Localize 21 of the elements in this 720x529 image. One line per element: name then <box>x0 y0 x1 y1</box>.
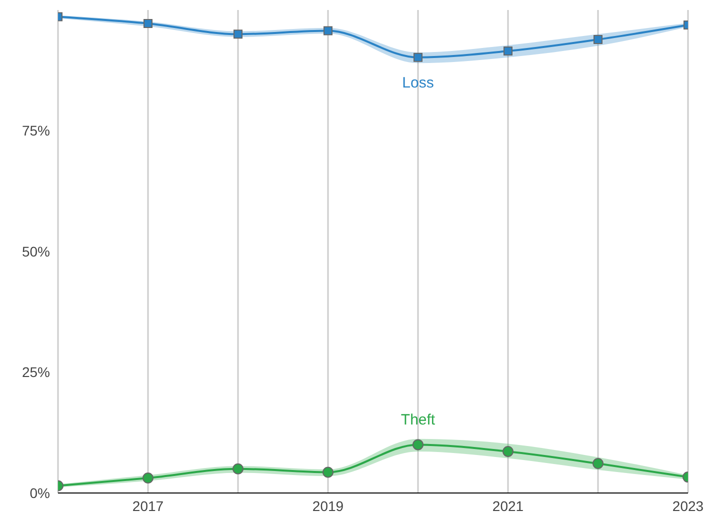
series-label: Theft <box>400 412 436 429</box>
point <box>142 472 154 484</box>
x-tick-label: 2021 <box>492 498 524 514</box>
point <box>234 30 242 39</box>
point <box>322 466 334 478</box>
point <box>414 52 422 62</box>
series-label: Loss <box>402 74 434 92</box>
y-tick-label: 75% <box>22 122 50 139</box>
point <box>594 34 602 44</box>
y-tick-label: 0% <box>30 484 50 501</box>
y-tick-label: 50% <box>22 243 50 260</box>
y-tick-label: 25% <box>22 364 50 380</box>
point <box>592 458 604 470</box>
point <box>502 446 514 457</box>
x-tick-label: 2023 <box>672 498 704 514</box>
x-tick-label: 2017 <box>132 498 164 514</box>
point <box>232 463 244 474</box>
x-tick-label: 2019 <box>312 498 344 514</box>
point <box>412 439 424 450</box>
point <box>144 19 152 28</box>
point <box>504 46 512 56</box>
